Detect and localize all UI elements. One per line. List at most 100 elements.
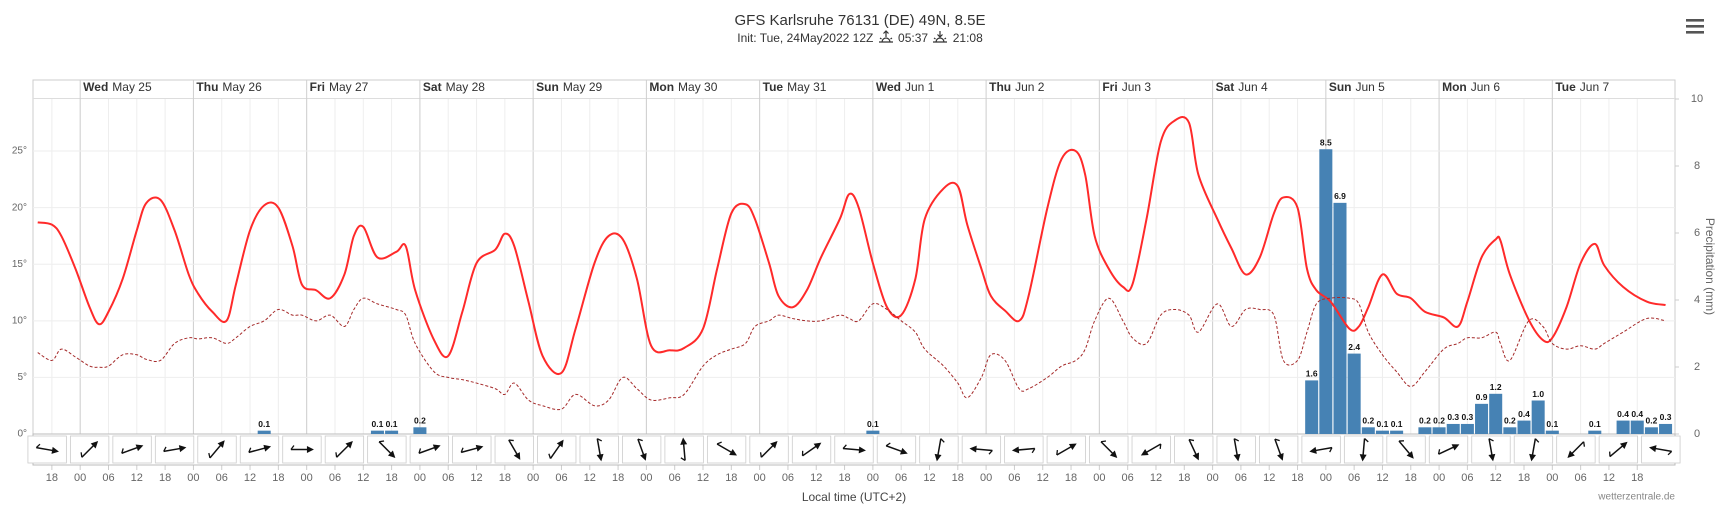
wind-cell [749, 435, 789, 464]
precip-bar [1460, 423, 1474, 434]
precip-bar [385, 430, 399, 434]
x-tick-label: 00 [74, 472, 86, 484]
precip-label: 1.0 [1532, 389, 1544, 399]
x-tick-label: 06 [442, 472, 454, 484]
x-tick-label: 06 [1235, 472, 1247, 484]
wind-arrow-barb [1667, 450, 1673, 456]
x-tick-label: 18 [612, 472, 624, 484]
bar-layer [257, 149, 1673, 434]
wind-arrow-barb [1398, 440, 1405, 442]
y2-tick-label: 6 [1694, 227, 1700, 239]
wind-arrow [1609, 441, 1628, 458]
wind-arrow [1188, 438, 1200, 461]
x-axis-label: Local time (UTC+2) [802, 490, 906, 504]
precip-bar [1517, 420, 1531, 434]
wind-arrow-barb [885, 442, 891, 447]
x-tick-label: 12 [244, 472, 256, 484]
precip-bar [1545, 430, 1559, 434]
precip-bar [1659, 423, 1673, 434]
precip-bar [1305, 380, 1319, 434]
wind-arrow-head [969, 445, 977, 453]
x-tick-label: 00 [1433, 472, 1445, 484]
precip-label: 0.2 [1419, 416, 1431, 426]
precip-bar [1475, 403, 1489, 434]
precip-label: 0.1 [1546, 419, 1558, 429]
menu-bar [1686, 19, 1704, 22]
precip-bar [1418, 427, 1432, 434]
wind-arrow-head [1406, 451, 1414, 459]
precip-label: 0.1 [1589, 419, 1601, 429]
wind-arrow [1056, 443, 1077, 456]
day-weekday: Wed [876, 80, 901, 94]
wind-arrow [969, 445, 993, 455]
header: GFS Karlsruhe 76131 (DE) 49N, 8.5E Init:… [0, 12, 1720, 45]
precip-bar [1361, 427, 1375, 434]
wind-arrow-head [1192, 452, 1200, 461]
wind-arrow [716, 441, 737, 456]
day-label: Sun May 29 [536, 80, 602, 94]
day-date: May 28 [446, 80, 486, 94]
wind-arrow-head [1277, 453, 1284, 461]
x-tick-label: 12 [131, 472, 143, 484]
x-tick-label: 06 [1008, 472, 1020, 484]
precip-bar [1390, 430, 1404, 434]
day-date: Jun 5 [1356, 80, 1386, 94]
x-tick-label: 06 [782, 472, 794, 484]
chart-title: GFS Karlsruhe 76131 (DE) 49N, 8.5E [734, 12, 986, 29]
x-tick-label: 18 [1291, 472, 1303, 484]
wind-arrow [801, 442, 822, 457]
wind-arrow-head [1649, 445, 1657, 453]
day-date: Jun 1 [905, 80, 935, 94]
wind-arrow [637, 438, 647, 461]
x-tick-label: 06 [1348, 472, 1360, 484]
wind-arrow-head [729, 448, 737, 456]
wind-arrow [1398, 440, 1414, 459]
day-date: May 26 [222, 80, 262, 94]
x-tick-label: 18 [1631, 472, 1643, 484]
temperature-line [37, 116, 1666, 375]
day-label: Wed May 25 [83, 80, 152, 94]
precip-label: 0.1 [386, 419, 398, 429]
day-label: Fri Jun 3 [1102, 80, 1151, 94]
x-tick-label: 18 [1178, 472, 1190, 484]
day-weekday: Sat [423, 80, 442, 94]
wind-arrow-barb [940, 438, 945, 443]
wind-arrow-head [640, 453, 647, 461]
precip-bar [1333, 202, 1347, 434]
menu-button[interactable] [1684, 14, 1710, 38]
x-tick-label: 12 [923, 472, 935, 484]
wind-arrow [1529, 438, 1540, 462]
x-tick-label: 06 [1461, 472, 1473, 484]
grid-layer [27, 79, 1681, 470]
wind-arrow [208, 440, 225, 459]
wind-arrow-head [556, 439, 564, 448]
wind-arrow-head [596, 453, 604, 462]
chart-subtitle: Init: Tue, 24May2022 12Z [737, 31, 874, 45]
wind-arrow-head [432, 444, 441, 452]
credit: wetterzentrale.de [1597, 492, 1675, 503]
y2-tick-label: 4 [1694, 294, 1700, 306]
x-tick-label: 00 [187, 472, 199, 484]
precip-bar [257, 430, 271, 434]
x-tick-label: 06 [669, 472, 681, 484]
x-tick-label: 18 [725, 472, 737, 484]
wind-arrow-head [680, 437, 688, 445]
wind-arrow-head [217, 440, 225, 448]
x-tick-label: 18 [159, 472, 171, 484]
x-tick-label: 06 [895, 472, 907, 484]
precip-label: 0.1 [258, 419, 270, 429]
y2-tick-label: 2 [1694, 361, 1700, 373]
x-tick-label: 12 [1263, 472, 1275, 484]
x-tick-label: 00 [301, 472, 313, 484]
wind-arrow [378, 440, 396, 458]
x-tick-label: 18 [1405, 472, 1417, 484]
label-layer: 18 00 06 12 18 00 06 12 18 00 06 12 18 00 06 12 18 00 06 12… [12, 80, 1717, 504]
precip-bar [1616, 420, 1630, 434]
wind-arrow-barb [1274, 438, 1280, 442]
wind-arrow-barb [548, 453, 552, 459]
y2-tick-label: 10 [1691, 93, 1703, 105]
precip-label: 0.3 [1660, 412, 1672, 422]
wind-arrow-barb [508, 439, 514, 442]
wind-arrow-head [1488, 453, 1496, 462]
